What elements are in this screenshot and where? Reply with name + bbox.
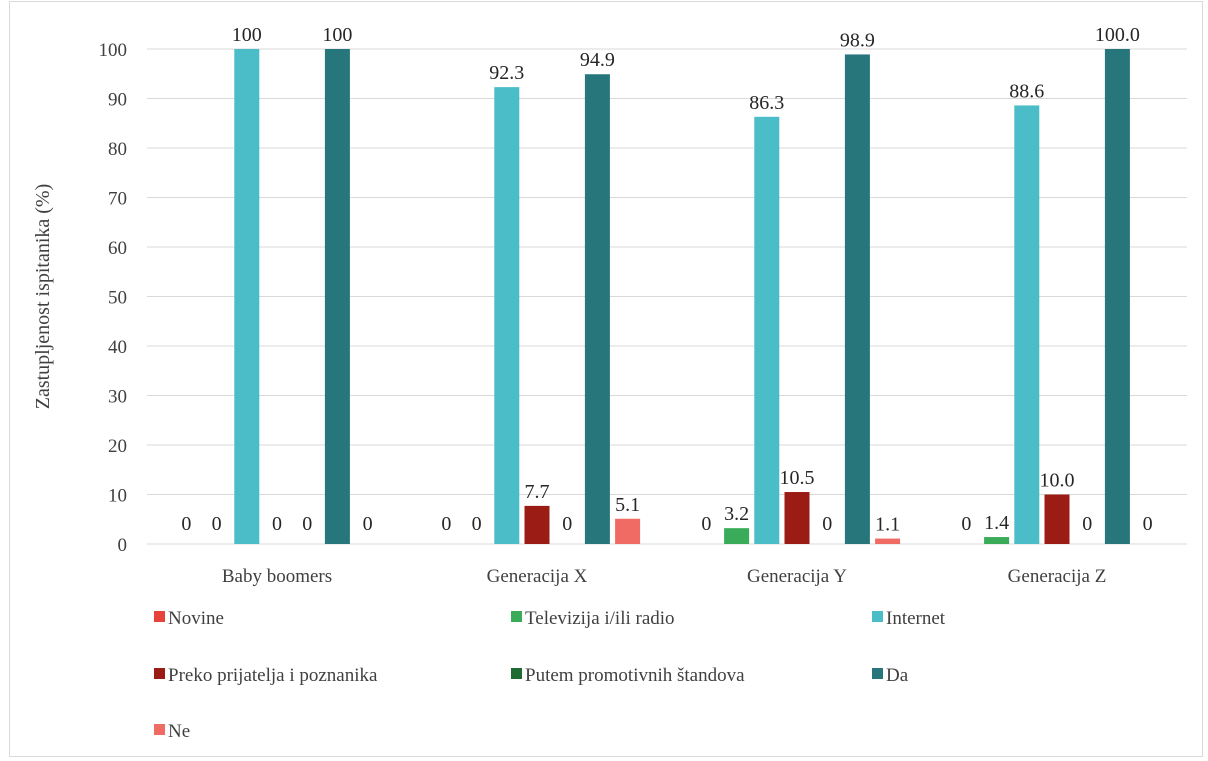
legend-label: Ne [168,721,190,742]
data-label: 0 [822,513,832,535]
bar [234,49,260,544]
y-tick-label: 10 [108,486,127,507]
data-label: 100 [322,24,352,46]
legend-swatch [511,611,522,622]
data-label: 7.7 [525,481,550,503]
bar [984,537,1010,544]
data-label: 0 [1082,513,1092,535]
y-axis-title: Zastupljenost ispitanika (%) [32,184,54,410]
bar [724,528,750,544]
data-label: 1.1 [875,514,900,536]
data-label: 94.9 [580,49,615,71]
data-label: 98.9 [840,29,875,51]
data-label: 0 [181,513,191,535]
data-label: 3.2 [724,503,749,525]
data-label: 0 [1143,513,1153,535]
y-tick-label: 50 [108,288,127,309]
y-tick-label: 70 [108,189,127,210]
legend-label: Da [886,665,909,686]
bar [844,54,870,544]
data-label: 92.3 [489,62,524,84]
data-label: 0 [562,513,572,535]
bar [784,492,810,544]
legend-swatch [872,668,883,679]
bar [1014,105,1040,545]
y-tick-label: 20 [108,436,127,457]
bar [584,74,610,545]
data-label: 10.0 [1040,470,1075,492]
data-label: 0 [212,513,222,535]
data-label: 0 [472,513,482,535]
x-tick-label: Generacija Y [747,566,847,587]
data-label: 0 [701,513,711,535]
legend-swatch [154,668,165,679]
bar [324,49,350,544]
x-axis-ticks: Baby boomers Generacija X Generacija Y Gene… [222,566,1106,587]
data-label: 0 [272,513,282,535]
data-label: 0 [363,513,373,535]
legend-label: Novine [168,608,224,629]
data-label: 100.0 [1095,24,1140,46]
legend: Novine Televizija i/ili radio Internet Prek… [154,608,946,742]
legend-label: Televizija i/ili radio [525,608,675,629]
data-label: 88.6 [1009,80,1044,102]
legend-label: Putem promotivnih štandova [525,665,745,686]
y-axis-ticks: 0 10 20 30 40 50 60 70 80 90 100 [99,40,128,556]
data-label: 5.1 [615,494,640,516]
data-label: 0 [961,513,971,535]
data-label: 10.5 [780,467,815,489]
gridlines [147,48,1187,545]
legend-label: Internet [886,608,946,629]
legend-swatch [872,611,883,622]
y-tick-label: 40 [108,337,127,358]
y-tick-label: 60 [108,238,127,259]
data-label: 0 [302,513,312,535]
data-label: 0 [441,513,451,535]
y-tick-label: 80 [108,139,127,160]
bar [754,116,780,544]
y-tick-label: 90 [108,90,127,111]
x-tick-label: Generacija X [487,566,588,587]
bar [494,87,520,545]
bar [1104,49,1130,544]
y-tick-label: 30 [108,387,127,408]
bars [234,49,1130,545]
x-tick-label: Generacija Z [1008,566,1107,587]
data-label: 100 [232,24,262,46]
bar [875,538,901,544]
bar [524,505,550,544]
bar [615,518,641,544]
y-tick-label: 100 [99,40,128,61]
legend-swatch [154,611,165,622]
data-label: 1.4 [984,512,1009,534]
bar [1044,494,1070,544]
y-tick-label: 0 [118,535,128,556]
chart-frame: 0 10 20 30 40 50 60 70 80 90 100 0 0 100 0 0 100 0 0 0 92.3… [9,1,1203,757]
data-label: 86.3 [749,92,784,114]
legend-swatch [154,724,165,735]
legend-swatch [511,668,522,679]
x-tick-label: Baby boomers [222,566,332,587]
legend-label: Preko prijatelja i poznanika [168,665,378,686]
